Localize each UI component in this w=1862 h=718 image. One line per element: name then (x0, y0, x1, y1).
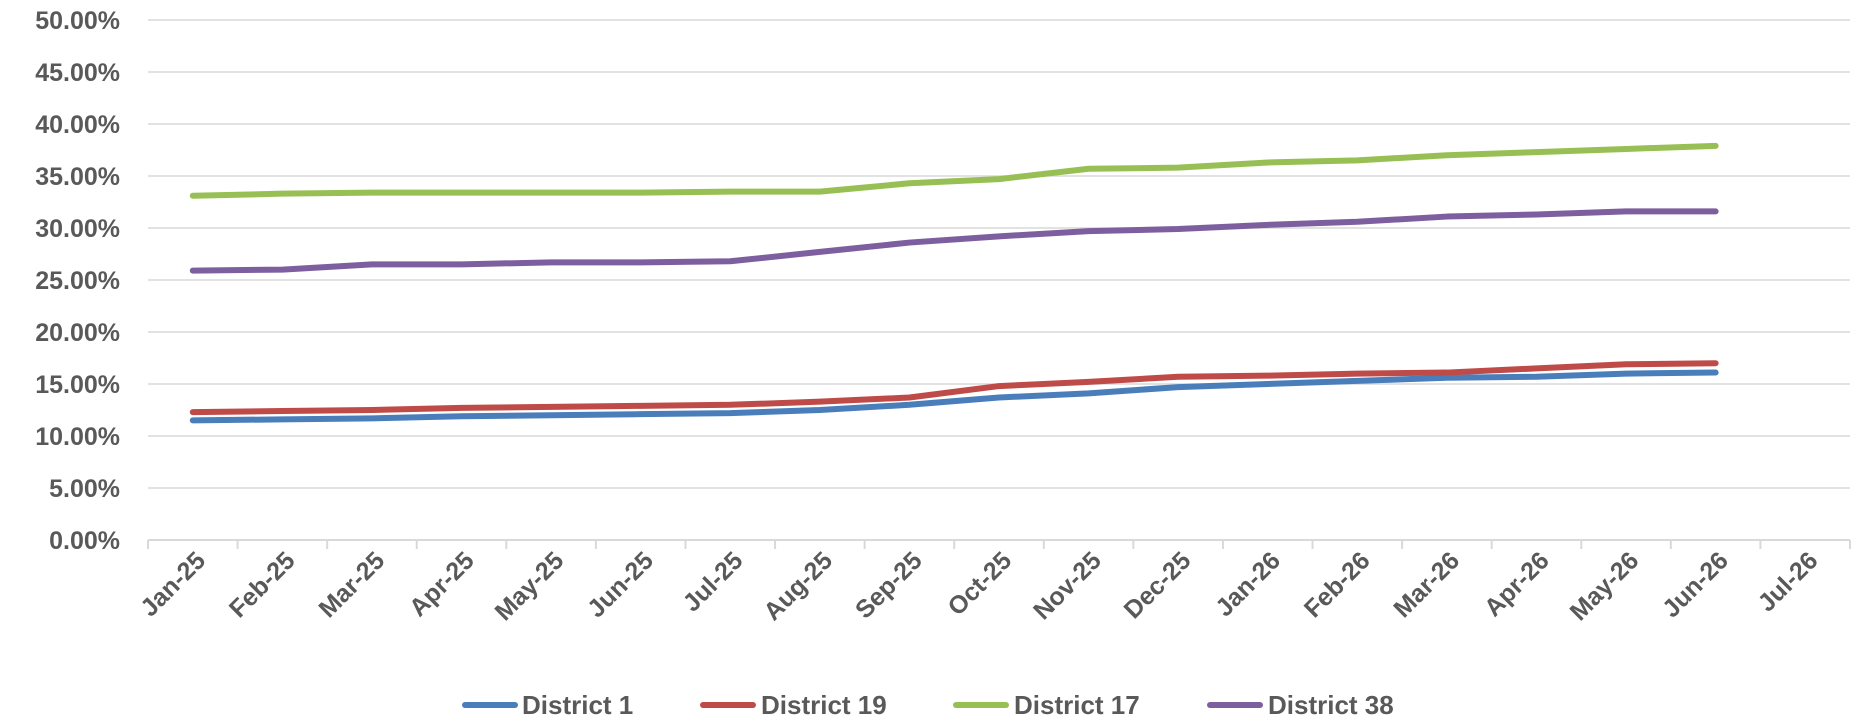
y-tick-label: 25.00% (35, 267, 120, 295)
y-tick-label: 50.00% (35, 7, 120, 35)
x-tick-label: Jan-25 (135, 546, 211, 622)
y-tick-label: 15.00% (35, 371, 120, 399)
x-tick-label: Jan-26 (1210, 546, 1286, 622)
legend-label: District 19 (761, 690, 887, 718)
x-tick-label: Aug-25 (758, 546, 838, 626)
series-line-district-1 (189, 369, 1719, 424)
y-tick-label: 30.00% (35, 215, 120, 243)
x-tick-label: Jul-25 (678, 546, 749, 617)
legend-label: District 1 (522, 690, 633, 718)
y-tick-label: 0.00% (49, 527, 120, 555)
x-tick-label: Jul-26 (1753, 546, 1824, 617)
legend-label: District 38 (1268, 690, 1394, 718)
x-tick-label: Feb-25 (224, 546, 301, 623)
x-tick-label: Mar-26 (1388, 546, 1465, 623)
y-tick-label: 40.00% (35, 111, 120, 139)
series-lines (189, 142, 1719, 424)
x-tick-label: Jun-25 (582, 546, 659, 623)
legend-label: District 17 (1014, 690, 1140, 718)
y-tick-label: 35.00% (35, 163, 120, 191)
x-tick-label: Nov-25 (1028, 546, 1107, 625)
x-tick-label: May-26 (1565, 546, 1645, 626)
y-tick-label: 45.00% (35, 59, 120, 87)
gridlines (148, 19, 1850, 489)
y-tick-label: 5.00% (49, 475, 120, 503)
x-tick-label: May-25 (490, 546, 570, 626)
x-axis: Jan-25 Feb-25 Mar-25 Apr-25 May-25 Jun-25 Jul-… (135, 539, 1851, 626)
x-tick-label: Oct-25 (942, 546, 1017, 621)
series-line-district-38 (189, 208, 1719, 274)
series-line-district-19 (189, 360, 1719, 416)
x-tick-label: Feb-26 (1299, 546, 1376, 623)
y-tick-label: 20.00% (35, 319, 120, 347)
y-tick-label: 10.00% (35, 423, 120, 451)
x-tick-label: Jun-26 (1657, 546, 1734, 623)
x-tick-label: Mar-25 (313, 546, 390, 623)
x-tick-label: Apr-25 (404, 546, 480, 622)
legend: District 1 District 19 District 17 District… (462, 690, 1394, 718)
x-tick-label: Dec-25 (1119, 546, 1197, 624)
x-tick-label: Sep-25 (850, 546, 928, 624)
series-line-district-17 (189, 142, 1719, 199)
y-axis-ticks: 0.00% 5.00% 10.00% 15.00% 20.00% 25.00% 30.00%… (35, 7, 120, 555)
x-tick-label: Apr-26 (1479, 546, 1555, 622)
